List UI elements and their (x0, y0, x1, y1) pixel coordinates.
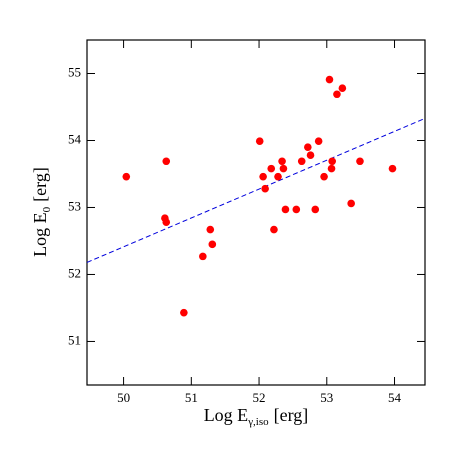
point (261, 184, 269, 193)
point (388, 164, 397, 173)
point (304, 143, 312, 151)
x-tick-label: 51 (185, 390, 198, 405)
point (208, 240, 217, 249)
point (162, 218, 171, 227)
point (180, 308, 188, 317)
y-tick-label: 54 (68, 131, 82, 146)
point (338, 84, 347, 93)
point (297, 157, 306, 166)
y-tick-label: 55 (68, 64, 81, 79)
point (270, 225, 278, 234)
point (259, 172, 267, 181)
point (279, 164, 288, 173)
y-axis-label: Log E0[erg] (30, 167, 52, 257)
x-tick-label: 50 (117, 390, 130, 405)
point (255, 137, 264, 145)
x-tick-label: 52 (253, 390, 266, 405)
point (278, 157, 286, 166)
point (311, 205, 320, 214)
point (325, 75, 334, 84)
point (314, 137, 323, 145)
point (320, 172, 328, 181)
point (122, 172, 131, 181)
point (162, 157, 171, 166)
point (267, 164, 276, 173)
point (356, 157, 364, 166)
x-axis-label: Log Eγ,iso [erg] (204, 405, 309, 427)
point (328, 157, 337, 166)
point (274, 172, 282, 181)
y-tick-label: 51 (68, 332, 81, 347)
point (333, 90, 341, 99)
point (281, 205, 290, 214)
point (347, 199, 355, 208)
y-tick-label: 52 (68, 265, 81, 280)
fit-line (86, 117, 426, 263)
point (306, 151, 315, 160)
point (199, 252, 207, 261)
x-tick-label: 54 (388, 390, 402, 405)
point (292, 205, 301, 214)
point (327, 164, 336, 173)
point (206, 225, 215, 234)
x-tick-label: 53 (320, 390, 333, 405)
y-tick-label: 53 (68, 198, 81, 213)
plot-frame (86, 39, 426, 386)
